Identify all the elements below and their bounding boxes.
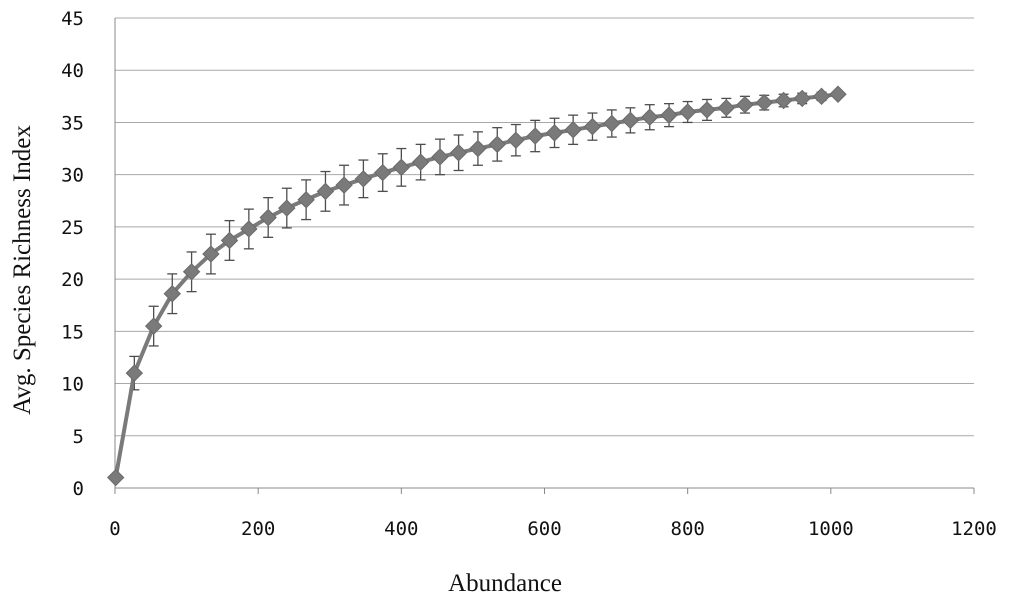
data-point-marker <box>641 108 659 126</box>
data-point-marker <box>163 285 181 303</box>
data-point-marker <box>240 220 258 238</box>
x-axis-title: Abundance <box>448 570 562 597</box>
x-tick-label: 400 <box>384 518 418 540</box>
y-tick-label: 20 <box>61 269 84 291</box>
x-tick-label: 600 <box>527 518 561 540</box>
y-tick-label: 10 <box>61 374 84 396</box>
data-point-marker <box>507 131 525 149</box>
data-point-marker <box>354 170 373 188</box>
y-tick-labels: 0 5 10 15 20 25 30 35 40 45 <box>61 8 84 500</box>
x-tick-label: 800 <box>671 518 705 540</box>
data-point-marker <box>583 117 602 136</box>
data-point-marker <box>202 245 220 263</box>
data-point-marker <box>220 231 239 250</box>
data-point-marker <box>144 317 163 335</box>
data-markers <box>107 85 847 487</box>
data-point-marker <box>793 89 811 108</box>
data-point-marker <box>698 101 716 119</box>
data-point-marker <box>660 106 678 124</box>
y-tick-label: 15 <box>61 321 84 343</box>
data-point-marker <box>297 191 315 209</box>
data-point-marker <box>449 144 468 162</box>
data-point-marker <box>469 139 487 158</box>
data-point-marker <box>717 99 736 117</box>
data-point-marker <box>431 148 449 166</box>
y-tick-label: 30 <box>61 165 84 187</box>
y-tick-label: 5 <box>73 426 84 448</box>
x-tick-label: 200 <box>241 518 275 540</box>
data-point-marker <box>603 114 621 133</box>
data-point-marker <box>564 121 582 139</box>
x-tick-labels: 0 200 400 600 800 1000 1200 <box>109 518 997 540</box>
data-point-marker <box>736 95 754 114</box>
data-point-marker <box>259 208 277 227</box>
y-axis-title: Avg. Species Richness Index <box>9 125 36 415</box>
data-point-marker <box>335 176 353 194</box>
y-tick-label: 40 <box>61 60 84 82</box>
x-tick-label: 1000 <box>808 518 854 540</box>
x-tick-label: 0 <box>109 518 120 540</box>
y-tick-label: 25 <box>61 217 84 239</box>
data-point-marker <box>316 182 335 201</box>
y-tick-label: 45 <box>61 8 84 30</box>
data-point-marker <box>829 85 847 103</box>
data-point-marker <box>374 163 392 182</box>
data-point-marker <box>545 124 564 142</box>
data-point-marker <box>678 103 697 121</box>
data-point-marker <box>411 153 430 171</box>
data-point-marker <box>488 135 506 154</box>
data-point-marker <box>755 93 773 112</box>
y-tick-label: 0 <box>73 478 84 500</box>
data-point-marker <box>107 468 125 487</box>
data-point-marker <box>125 364 144 382</box>
data-point-marker <box>774 91 793 110</box>
axes <box>114 18 975 494</box>
data-point-marker <box>182 263 201 281</box>
data-point-marker <box>392 158 411 177</box>
y-tick-label: 35 <box>61 112 84 134</box>
data-point-marker <box>812 87 831 106</box>
data-point-marker <box>278 199 296 217</box>
x-tick-label: 1200 <box>951 518 997 540</box>
gridlines <box>115 17 974 437</box>
data-point-marker <box>621 111 640 130</box>
data-point-marker <box>526 127 544 145</box>
